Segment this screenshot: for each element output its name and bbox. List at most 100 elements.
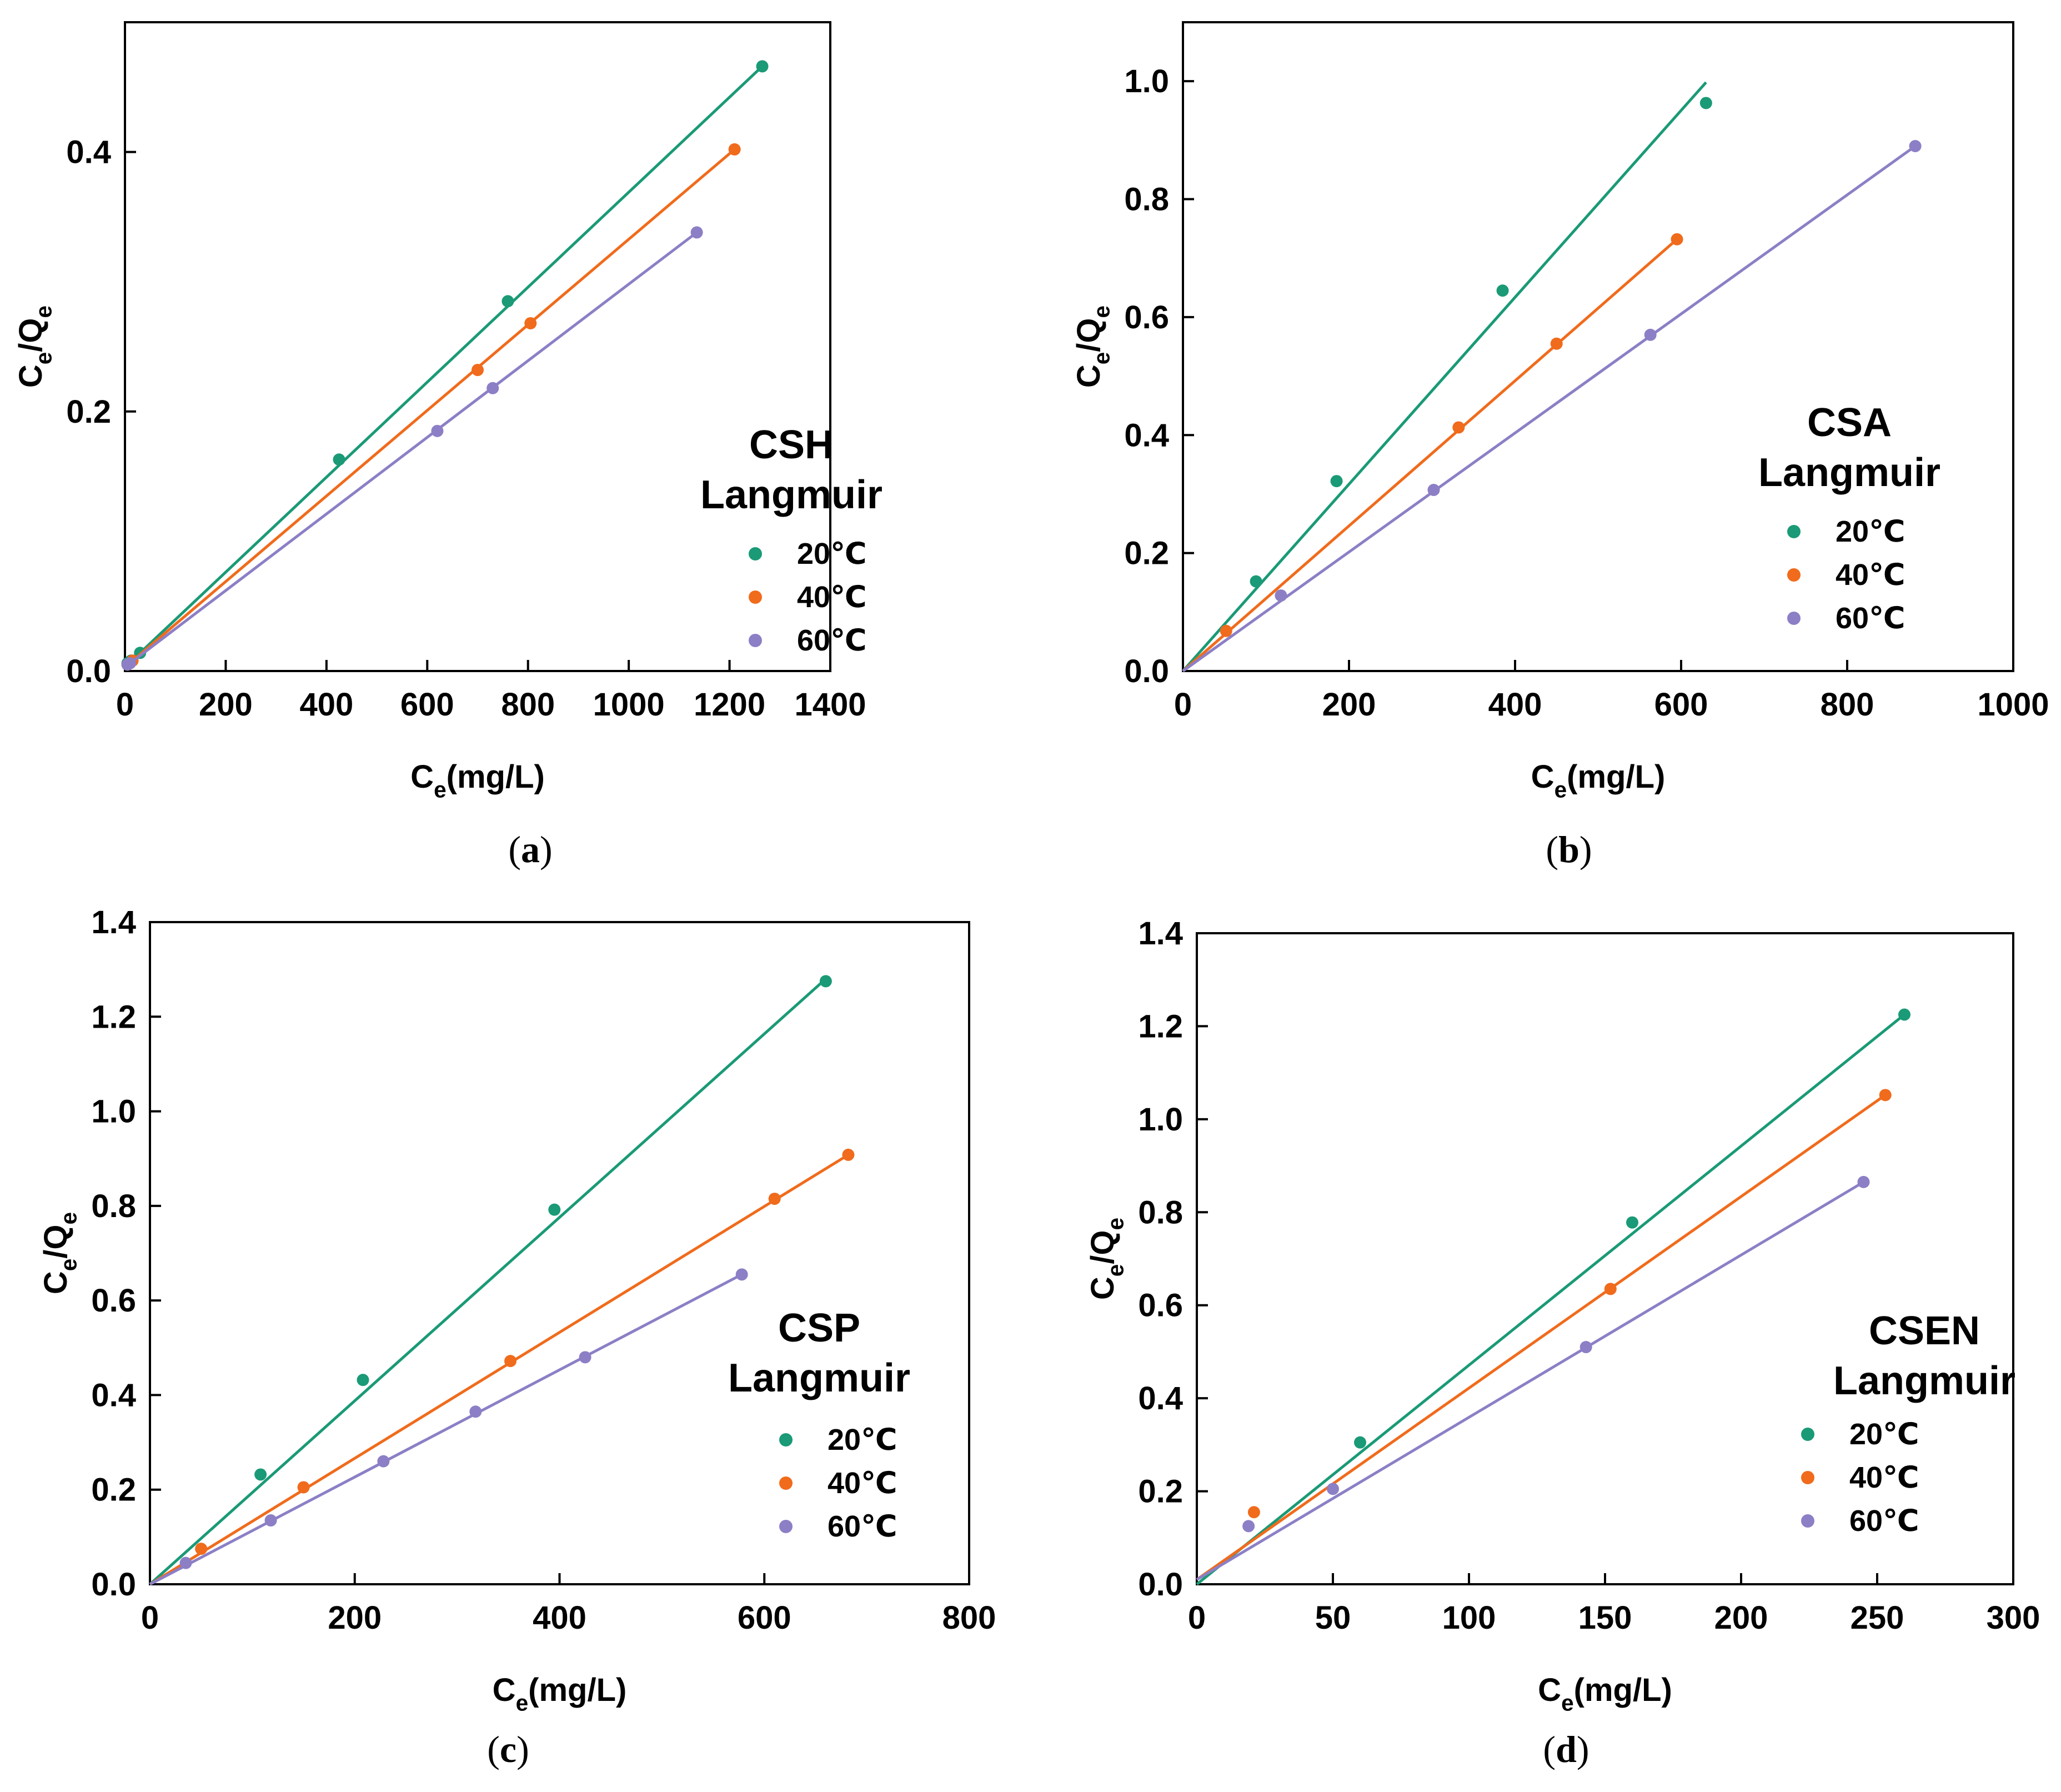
- chart-subtitle: Langmuir: [700, 473, 882, 517]
- fit-line: [149, 1273, 743, 1586]
- x-tick-label: 400: [1488, 687, 1542, 723]
- y-tick-label: 0.4: [1124, 417, 1169, 453]
- y-tick-label: 0.6: [91, 1283, 136, 1319]
- legend-marker: [779, 1476, 793, 1490]
- y-tick-label: 0.0: [91, 1566, 136, 1603]
- data-point: [195, 1543, 208, 1555]
- chart-panel-c: 0 200 400 600 800 0.0 0.2 0.4 0.6 0.8 1.0 1.2 1.4 Ce(…: [38, 904, 996, 1715]
- y-tick-label: 1.0: [1124, 63, 1169, 99]
- caption-d: (d): [1543, 1728, 1589, 1770]
- data-point: [1327, 1483, 1339, 1495]
- data-point: [1330, 475, 1343, 488]
- chart-subtitle: Langmuir: [1758, 450, 1940, 495]
- data-point: [819, 975, 832, 988]
- data-point: [579, 1351, 591, 1364]
- chart-panel-d: 0 50 100 150 200 250 300 0.0 0.2 0.4 0.6 0.8 1.0 1.2 1…: [1085, 915, 2040, 1715]
- fit-line: [1196, 1013, 1905, 1585]
- y-axis-label: Ce/Qe: [1085, 1218, 1128, 1300]
- data-point: [179, 1556, 192, 1569]
- x-tick-label: 200: [1714, 1600, 1768, 1636]
- data-point: [1579, 1341, 1592, 1354]
- data-point: [1247, 1506, 1260, 1519]
- legend-label: 40℃: [828, 1466, 897, 1500]
- data-point: [1626, 1216, 1638, 1229]
- y-tick-label: 0.2: [1124, 535, 1169, 572]
- x-tick-label: 800: [1821, 687, 1874, 723]
- fit-line: [1196, 1180, 1864, 1581]
- legend-marker: [1801, 1428, 1814, 1441]
- data-point: [1354, 1436, 1366, 1449]
- series-2: [121, 226, 703, 671]
- series-0: [1196, 1008, 1910, 1585]
- legend-marker: [1787, 612, 1801, 625]
- y-tick-label: 1.0: [1138, 1102, 1183, 1138]
- data-point: [524, 317, 537, 329]
- data-point: [1671, 233, 1683, 246]
- y-tick-label: 0.6: [1124, 299, 1169, 336]
- data-point: [504, 1355, 516, 1368]
- fit-line: [124, 148, 736, 668]
- data-point: [1604, 1283, 1617, 1295]
- y-tick-label: 0.0: [66, 653, 111, 689]
- chart-subtitle: Langmuir: [728, 1356, 910, 1400]
- legend-label: 40℃: [1836, 558, 1905, 592]
- legend-marker: [1801, 1471, 1814, 1484]
- series-2: [1196, 1175, 1870, 1581]
- data-point: [431, 424, 444, 437]
- chart-title: CSEN: [1869, 1309, 1980, 1353]
- x-tick-label: 50: [1315, 1600, 1351, 1636]
- x-axis-label: Ce(mg/L): [1531, 759, 1666, 802]
- y-tick-label: 1.2: [1138, 1008, 1183, 1044]
- data-point: [1242, 1520, 1255, 1533]
- data-point: [1427, 484, 1440, 497]
- data-point: [1879, 1089, 1892, 1102]
- data-point: [1275, 589, 1287, 602]
- x-axis-label: Ce(mg/L): [493, 1672, 627, 1715]
- data-point: [1220, 624, 1232, 637]
- x-tick-label: 400: [533, 1600, 586, 1636]
- legend-marker: [779, 1520, 793, 1533]
- x-tick-label: 200: [199, 687, 253, 723]
- x-tick-label: 0: [1174, 687, 1192, 723]
- x-tick-label: 600: [1654, 687, 1708, 723]
- caption-b: (b): [1546, 828, 1592, 870]
- data-point: [1898, 1008, 1910, 1021]
- legend-label: 20℃: [797, 537, 866, 570]
- y-tick-label: 0.0: [1124, 653, 1169, 689]
- data-point: [469, 1405, 482, 1418]
- chart-panel-b: 0 200 400 600 800 1000 0.0 0.2 0.4 0.6 0.8 1.0 Ce(mg…: [1071, 21, 2049, 802]
- legend-marker: [749, 590, 762, 604]
- x-tick-label: 1000: [593, 687, 665, 723]
- data-point: [502, 295, 514, 308]
- legend-label: 60℃: [797, 624, 866, 657]
- series-1: [1182, 233, 1683, 672]
- x-tick-label: 1200: [694, 687, 765, 723]
- fit-line: [1196, 1094, 1887, 1581]
- y-axis-label: Ce/Qe: [1071, 306, 1114, 388]
- series-1: [1196, 1089, 1892, 1581]
- data-point: [768, 1193, 781, 1205]
- x-axis-label: Ce(mg/L): [1538, 1672, 1672, 1715]
- y-tick-label: 1.2: [91, 999, 136, 1035]
- x-tick-label: 0: [116, 687, 134, 723]
- y-tick-label: 0.0: [1138, 1566, 1183, 1603]
- legend-marker: [749, 547, 762, 560]
- series-0: [121, 60, 769, 669]
- x-tick-label: 100: [1442, 1600, 1496, 1636]
- x-tick-label: 300: [1987, 1600, 2040, 1636]
- data-point: [1857, 1175, 1870, 1188]
- chart-subtitle: Langmuir: [1833, 1359, 2015, 1403]
- legend-label: 20℃: [828, 1423, 897, 1456]
- x-tick-label: 800: [942, 1600, 996, 1636]
- data-point: [333, 453, 345, 466]
- data-point: [124, 657, 137, 669]
- y-tick-label: 1.4: [91, 904, 136, 940]
- data-point: [1550, 337, 1563, 350]
- fit-line: [124, 65, 764, 668]
- legend-marker: [749, 634, 762, 647]
- chart-title: CSP: [778, 1306, 860, 1350]
- y-tick-label: 0.4: [66, 134, 111, 171]
- data-point: [264, 1514, 277, 1527]
- fit-line: [1182, 81, 1707, 672]
